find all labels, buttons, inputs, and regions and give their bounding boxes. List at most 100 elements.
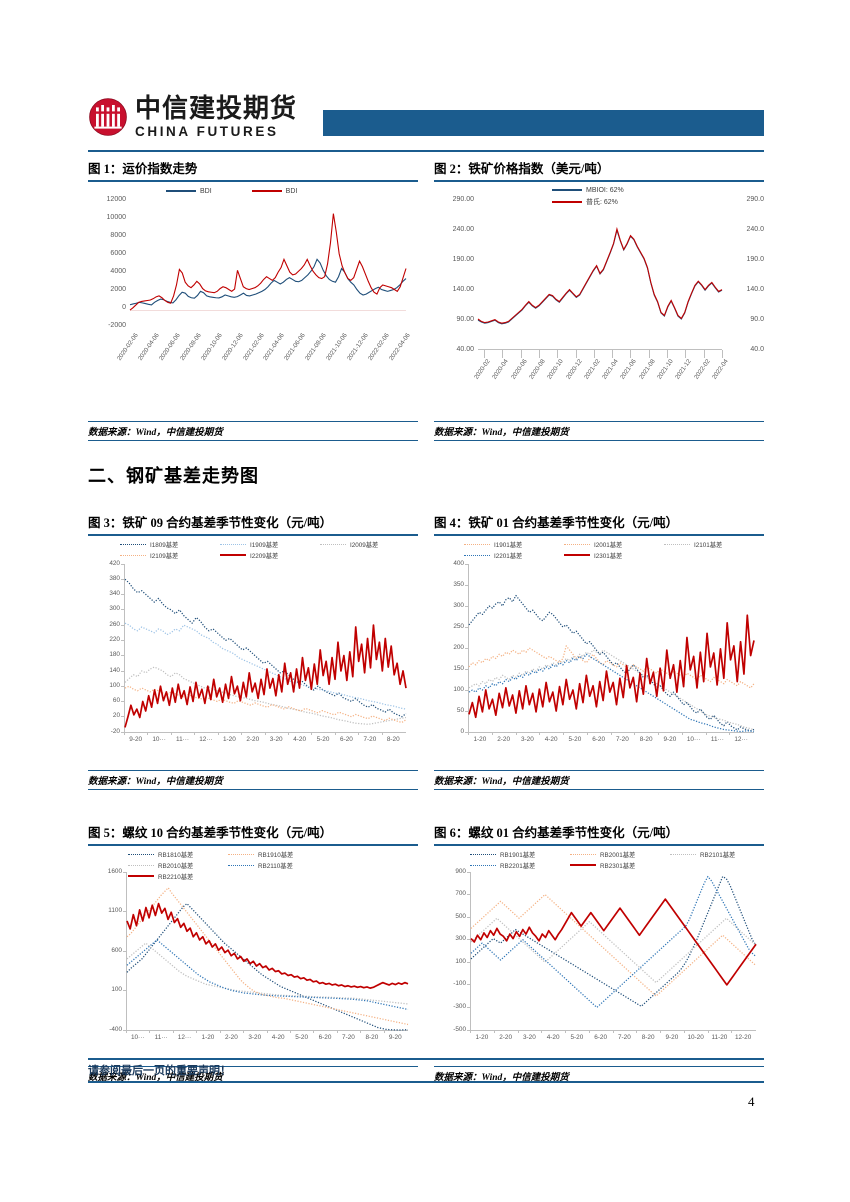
x-tick: 3-20: [522, 1033, 536, 1041]
legend-label: 普氏: 62%: [586, 198, 618, 206]
figure-5-chart: RB1810基差 RB1910基差 RB2010基差 RB2110基差 RB22…: [88, 845, 418, 1064]
x-tick: 9-20: [129, 735, 143, 743]
y-tick-mark: [123, 990, 126, 992]
series-line: [470, 893, 757, 997]
legend-label: BDI: [200, 187, 212, 195]
x-tick: 6-20: [594, 1033, 608, 1041]
legend-item: RB2210基差: [128, 872, 220, 881]
y-tick: 200: [453, 643, 464, 651]
legend-swatch: [128, 875, 154, 878]
figure-3-title-rule: [88, 534, 418, 536]
x-tick: 3-20: [269, 735, 283, 743]
figure-3: 图 3：铁矿 09 合约基差季节性变化（元/吨） I1809基差 I1909基差…: [88, 512, 418, 791]
x-tick-mark: [313, 1029, 315, 1033]
legend-item: RB1901基差: [470, 850, 562, 859]
cfc-circular-logo-icon: [89, 98, 127, 137]
x-tick-mark: [634, 731, 636, 735]
x-tick-mark: [557, 349, 559, 358]
footer-disclaimer: 请参阅最后一页的重要声明！: [88, 1065, 231, 1077]
y-tick: 12000: [106, 195, 126, 203]
x-tick: 11-20: [711, 1033, 728, 1041]
legend-item: I2009基差: [320, 540, 410, 549]
x-tick-mark: [520, 349, 522, 358]
x-tick: 5-20: [568, 735, 582, 743]
x-tick-mark: [491, 731, 493, 735]
series-line: [124, 623, 407, 728]
x-tick: 4-20: [546, 1033, 560, 1041]
x-tick-mark: [241, 731, 243, 735]
y-tick: 100: [111, 986, 122, 994]
figure-1-source-rule-bottom: [88, 439, 418, 442]
series-line: [124, 685, 407, 723]
x-tick-mark: [336, 1029, 338, 1033]
y-tick-mark: [121, 731, 124, 733]
y-tick-mark: [121, 716, 124, 718]
figure-2-source-rule-bottom: [434, 439, 764, 442]
legend-item-mbioi: MBIOI: 62%: [552, 187, 624, 194]
y-axis-line: [468, 563, 469, 732]
x-tick-mark: [383, 1029, 385, 1033]
footer-top-rule: [88, 1058, 764, 1060]
x-tick-mark: [612, 349, 614, 358]
x-tick: 12···: [734, 735, 748, 743]
figure-6-title: 图 6：螺纹 01 合约基差季节性变化（元/吨）: [434, 826, 679, 840]
x-tick: 2020-08-06: [178, 331, 203, 362]
y-tick: -100: [453, 980, 466, 988]
series-line: [126, 886, 409, 1025]
x-tick-mark: [630, 349, 632, 358]
legend-swatch: [552, 189, 582, 192]
x-tick: 2021-04-06: [262, 331, 287, 362]
y-tick-mark: [121, 655, 124, 657]
x-tick-mark: [358, 731, 360, 735]
x-tick: 12-20: [734, 1033, 752, 1041]
x-tick-mark: [484, 349, 485, 358]
figure-3-series: [124, 578, 407, 728]
y-tick-mark: [121, 563, 124, 565]
x-tick: 8-20: [641, 1033, 655, 1041]
legend-swatch: [470, 864, 496, 866]
x-tick: 2022-04-06: [387, 331, 412, 362]
x-tick-mark: [243, 1029, 245, 1033]
legend-swatch: [564, 554, 590, 557]
x-tick: 12···: [177, 1033, 192, 1041]
y-axis-line: [126, 871, 127, 1030]
y-tick: 350: [453, 580, 464, 588]
y-tick: 400: [453, 559, 464, 567]
legend-swatch: [670, 853, 696, 855]
figure-1-title: 图 1：运价指数走势: [88, 162, 198, 176]
x-tick: 9-20: [665, 1033, 679, 1041]
x-tick: 9-20: [663, 735, 677, 743]
legend-label: I2009基差: [350, 541, 379, 549]
x-tick-mark: [287, 731, 289, 735]
x-tick: 6-20: [592, 735, 606, 743]
y-tick: -400: [109, 1025, 122, 1033]
legend-item-platts: 普氏: 62%: [552, 197, 624, 207]
header-accent-bar: [323, 110, 764, 136]
y-tick: 300: [455, 935, 466, 943]
legend-item-bdi-blue: BDI: [166, 188, 212, 195]
figure-1-legend: BDI BDI: [166, 188, 297, 195]
y-tick: 2000: [110, 285, 126, 293]
x-tick-mark: [517, 1029, 519, 1033]
figure-2-series: [477, 226, 723, 324]
legend-swatch: [120, 554, 146, 556]
x-tick-mark: [381, 731, 383, 735]
y-tick-mark: [467, 984, 470, 986]
legend-item: RB1810基差: [128, 850, 220, 859]
y-tick: 4000: [110, 267, 126, 275]
x-tick-mark: [575, 349, 577, 358]
page-number: 4: [748, 1094, 755, 1109]
legend-item: RB2010基差: [128, 861, 220, 870]
figure-1: 图 1：运价指数走势 BDI BDI 12000 10000 8000 6000…: [88, 158, 418, 442]
y-tick-mark: [123, 871, 126, 873]
y-tick-left: 290.00: [452, 195, 474, 203]
legend-item-bdi-red: BDI: [251, 188, 297, 195]
y-tick-mark: [467, 894, 470, 896]
figure-4-title: 图 4：铁矿 01 合约基差季节性变化（元/吨）: [434, 516, 679, 530]
x-tick: 10-20: [687, 1033, 704, 1041]
y-tick-mark: [465, 647, 468, 649]
x-tick: 4-20: [271, 1033, 285, 1041]
y-tick: -300: [453, 1003, 466, 1011]
x-tick: 2-20: [499, 1033, 513, 1041]
y-tick: 50: [456, 706, 464, 714]
